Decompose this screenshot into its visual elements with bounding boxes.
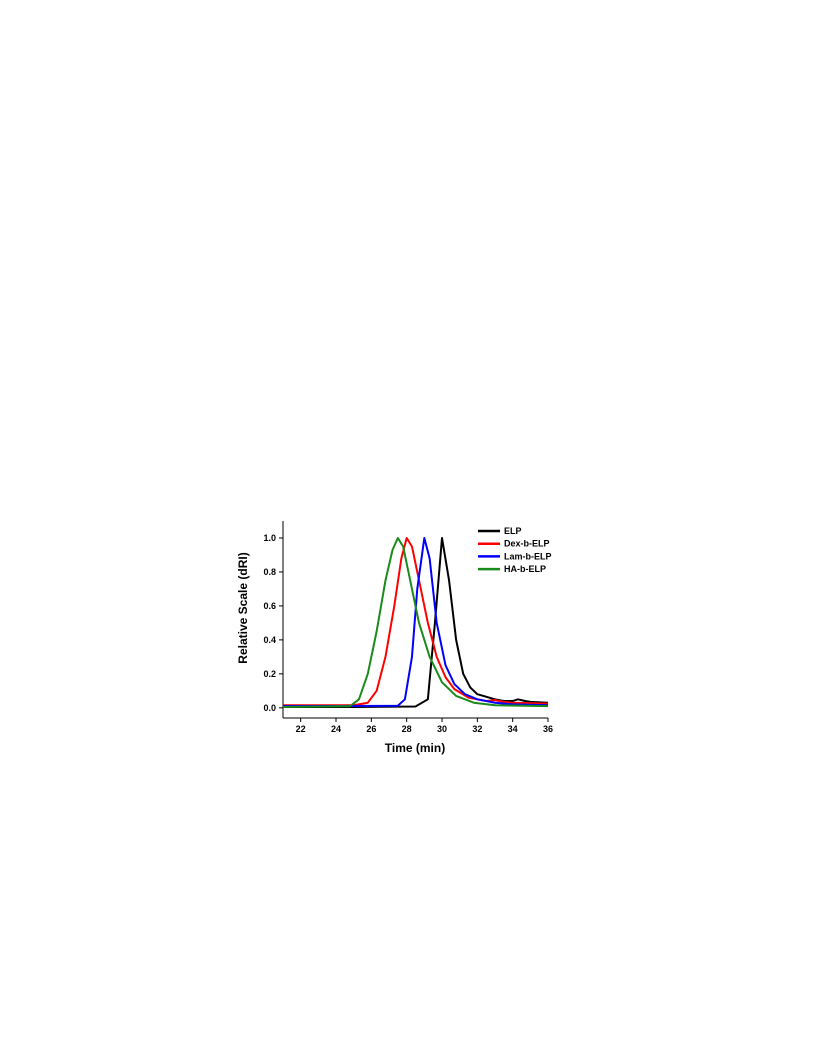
legend-label: Dex-b-ELP xyxy=(504,539,550,549)
y-tick-label: 0.2 xyxy=(263,669,276,679)
y-tick-label: 1.0 xyxy=(263,533,276,543)
y-tick-label: 0.6 xyxy=(263,601,276,611)
x-tick-label: 26 xyxy=(366,724,376,734)
series-line xyxy=(283,536,549,707)
series-line xyxy=(282,536,549,708)
x-tick-label: 24 xyxy=(331,724,341,734)
y-tick-label: 0.0 xyxy=(263,703,276,713)
y-tick-label: 0.8 xyxy=(263,567,276,577)
series-line xyxy=(283,536,549,708)
y-tick-label: 0.4 xyxy=(263,635,276,645)
y-axis-label: Relative Scale (dRI) xyxy=(236,552,250,663)
legend-label: Lam-b-ELP xyxy=(504,551,552,561)
x-tick-label: 34 xyxy=(508,724,518,734)
x-tick-label: 36 xyxy=(543,724,553,734)
x-tick-label: 28 xyxy=(402,724,412,734)
x-tick-label: 22 xyxy=(296,724,306,734)
x-axis-label: Time (min) xyxy=(385,741,445,755)
legend-label: HA-b-ELP xyxy=(504,564,546,574)
x-tick-label: 32 xyxy=(472,724,482,734)
x-tick-label: 30 xyxy=(437,724,447,734)
series-line xyxy=(282,536,549,708)
legend-label: ELP xyxy=(504,526,522,536)
